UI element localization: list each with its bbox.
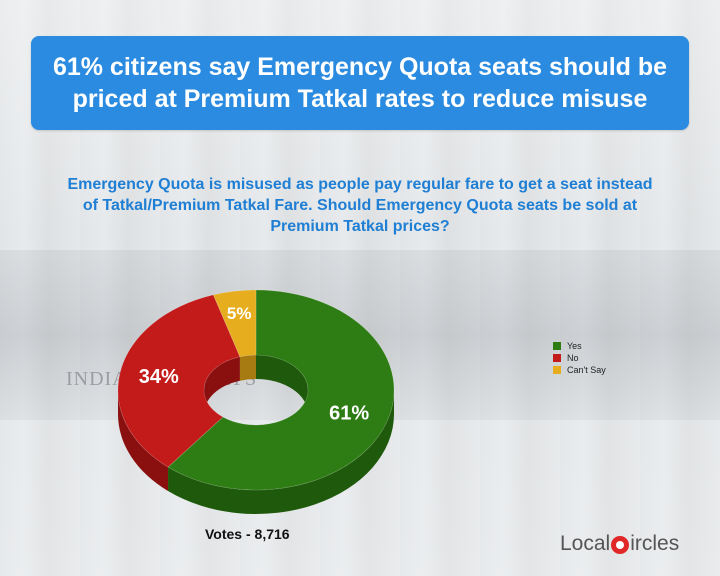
logo-text-local: Local <box>560 532 611 555</box>
headline-text: 61% citizens say Emergency Quota seats s… <box>52 53 668 113</box>
poll-question: Emergency Quota is misused as people pay… <box>67 176 653 235</box>
legend-swatch-cant-say <box>553 366 561 374</box>
slice-can-t-say <box>212 289 257 358</box>
slice-yes <box>167 289 395 491</box>
slice-side-yes <box>168 390 394 514</box>
donut-hole <box>207 365 305 427</box>
chart-legend: Yes No Can't Say <box>553 340 606 376</box>
legend-item-cant-say: Can't Say <box>553 364 606 376</box>
votes-count: Votes - 8,716 <box>205 526 290 542</box>
logo-pin-icon <box>611 536 630 554</box>
slice-no <box>117 294 241 468</box>
legend-item-yes: Yes <box>553 340 606 352</box>
data-label-no: 34% <box>139 366 179 388</box>
hole-wall-yes <box>256 355 308 414</box>
legend-item-no: No <box>553 352 606 364</box>
legend-label-no: No <box>567 353 579 363</box>
logo-text-circles: ircles <box>630 532 680 555</box>
legend-label-cant-say: Can't Say <box>567 365 606 375</box>
data-label-yes: 61% <box>329 403 369 425</box>
slice-side-no <box>118 390 169 492</box>
hole-wall-no <box>204 356 240 414</box>
localcircles-logo: Local ircles <box>560 532 679 556</box>
legend-swatch-no <box>553 354 561 362</box>
hole-wall-can-t-say <box>239 355 256 381</box>
data-label-can-t-say: 5% <box>227 304 252 323</box>
legend-label-yes: Yes <box>567 341 582 351</box>
headline-banner: 61% citizens say Emergency Quota seats s… <box>31 36 689 130</box>
legend-swatch-yes <box>553 342 561 350</box>
